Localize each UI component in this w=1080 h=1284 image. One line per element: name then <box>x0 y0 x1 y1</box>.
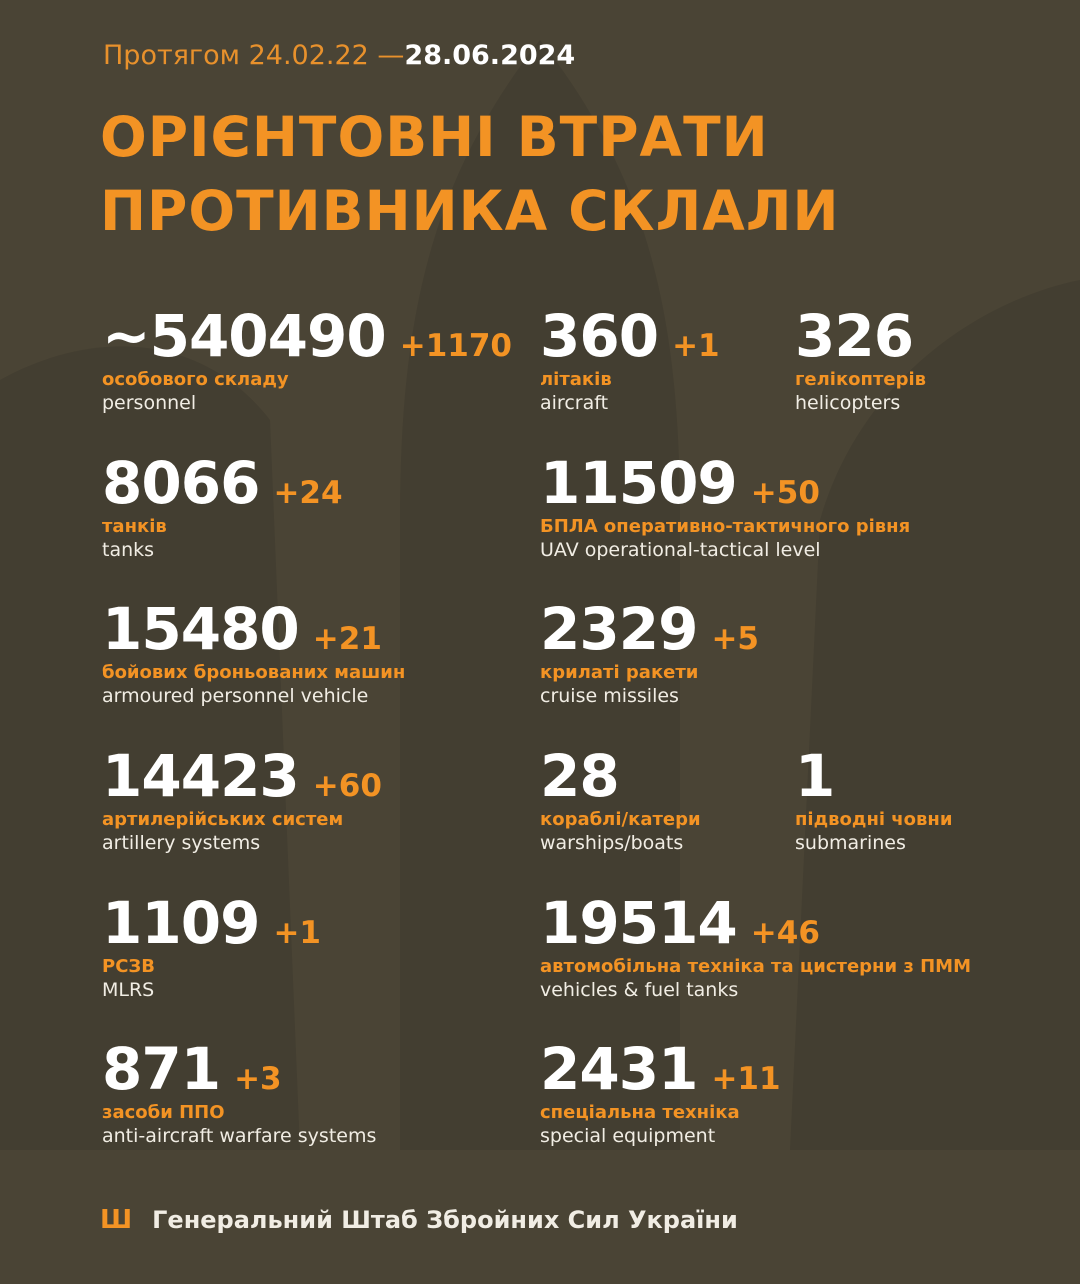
stat-label-ua: БПЛА оперативно-тактичного рівня <box>540 516 911 537</box>
stat-increase: +50 <box>750 475 820 511</box>
stat-label-ua: гелікоптерів <box>795 369 927 390</box>
stat-value: 14423 <box>102 742 300 810</box>
stat-label-ua: літаків <box>540 369 612 390</box>
stat-value: 2431 <box>540 1035 698 1103</box>
stat-label-ua: спеціальна техніка <box>540 1102 740 1123</box>
stat-label-ua: РСЗВ <box>102 956 155 977</box>
stat-label-en: artillery systems <box>102 832 261 854</box>
stat-label-en: vehicles & fuel tanks <box>540 979 739 1001</box>
stat-item: 2329 +5 крилаті ракети cruise missiles <box>540 598 759 708</box>
period-heading: Протягом 24.02.22 —28.06.2024 <box>103 40 575 71</box>
stat-label-en: tanks <box>102 539 155 561</box>
stat-label-en: UAV operational-tactical level <box>540 539 821 561</box>
stat-label-ua: бойових броньованих машин <box>102 662 406 683</box>
stat-increase: +1 <box>672 328 720 364</box>
stat-value: 15480 <box>102 595 300 663</box>
stat-increase: +46 <box>750 915 820 951</box>
stat-item: 28 кораблі/катери warships/boats <box>540 745 701 855</box>
stat-increase: +1 <box>273 915 321 951</box>
stat-label-en: MLRS <box>102 979 155 1001</box>
stat-item: 8066 +24 танків tanks <box>102 452 343 562</box>
stat-value: ~540490 <box>102 302 387 370</box>
stat-label-ua: танків <box>102 516 167 537</box>
stat-label-en: special equipment <box>540 1125 716 1147</box>
stat-item: ~540490 +1170 особового складу personnel <box>102 305 512 415</box>
stat-label-ua: крилаті ракети <box>540 662 699 683</box>
stat-item: 19514 +46 автомобільна техніка та цистерни… <box>540 892 971 1002</box>
title-line-1: ОРІЄНТОВНІ ВТРАТИ <box>100 105 769 169</box>
stat-item: 2431 +11 спеціальна техніка special equipme… <box>540 1038 781 1148</box>
stat-value: 2329 <box>540 595 698 663</box>
stat-label-en: anti-aircraft warfare systems <box>102 1125 377 1147</box>
stat-label-ua: особового складу <box>102 369 289 390</box>
period-prefix: Протягом 24.02.22 — <box>103 40 405 71</box>
stat-increase: +60 <box>312 768 382 804</box>
stat-label-en: cruise missiles <box>540 685 679 707</box>
stat-label-en: aircraft <box>540 392 609 414</box>
stat-item: 1 підводні човни submarines <box>795 745 952 855</box>
stat-item: 360 +1 літаків aircraft <box>540 305 720 415</box>
stat-label-ua: кораблі/катери <box>540 809 701 830</box>
stat-label-ua: засоби ППО <box>102 1102 225 1123</box>
period-date: 28.06.2024 <box>404 40 576 71</box>
stat-item: 871 +3 засоби ППО anti-aircraft warfare sys… <box>102 1038 376 1148</box>
stat-increase: +1170 <box>399 328 513 364</box>
stat-value: 1109 <box>102 889 260 957</box>
tryzub-icon: Ш <box>100 1205 133 1235</box>
stat-increase: +11 <box>711 1061 781 1097</box>
stat-item: 326 гелікоптерів helicopters <box>795 305 927 415</box>
stat-value: 326 <box>795 302 914 370</box>
stat-label-en: personnel <box>102 392 197 414</box>
stat-label-ua: артилерійських систем <box>102 809 344 830</box>
stat-value: 360 <box>540 302 659 370</box>
stat-label-ua: підводні човни <box>795 809 953 830</box>
stat-value: 871 <box>102 1035 221 1103</box>
stat-label-en: warships/boats <box>540 832 684 854</box>
stat-increase: +21 <box>312 621 382 657</box>
stat-value: 8066 <box>102 449 260 517</box>
stat-value: 19514 <box>540 889 738 957</box>
stat-value: 28 <box>540 742 620 810</box>
footer: Ш Генеральний Штаб Збройних Сил України <box>100 1205 738 1235</box>
stat-increase: +24 <box>273 475 343 511</box>
stat-label-en: helicopters <box>795 392 901 414</box>
stat-item: 11509 +50 БПЛА оперативно-тактичного рівня… <box>540 452 910 562</box>
stat-value: 11509 <box>540 449 738 517</box>
stat-label-en: submarines <box>795 832 906 854</box>
stat-increase: +5 <box>711 621 759 657</box>
stat-item: 14423 +60 артилерійських систем artillery s… <box>102 745 382 855</box>
page-title: ОРІЄНТОВНІ ВТРАТИ ПРОТИВНИКА СКЛАЛИ <box>100 100 840 248</box>
stat-item: 15480 +21 бойових броньованих машин armoure… <box>102 598 405 708</box>
stat-value: 1 <box>795 742 835 810</box>
footer-text: Генеральний Штаб Збройних Сил України <box>152 1206 738 1234</box>
stat-item: 1109 +1 РСЗВ MLRS <box>102 892 321 1002</box>
stat-increase: +3 <box>234 1061 282 1097</box>
title-line-2: ПРОТИВНИКА СКЛАЛИ <box>100 179 840 243</box>
stat-label-ua: автомобільна техніка та цистерни з ПММ <box>540 956 971 977</box>
stat-label-en: armoured personnel vehicle <box>102 685 369 707</box>
